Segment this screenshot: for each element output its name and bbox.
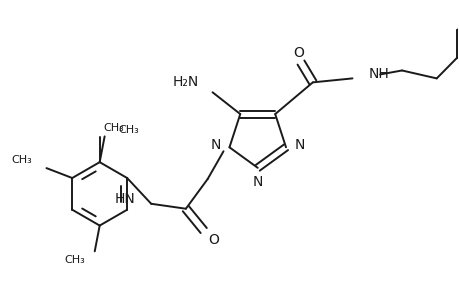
Text: HN: HN <box>114 192 135 206</box>
Text: NH: NH <box>368 68 388 81</box>
Text: H₂N: H₂N <box>172 75 198 89</box>
Text: N: N <box>294 138 304 152</box>
Text: N: N <box>252 175 263 189</box>
Text: CH₃: CH₃ <box>118 125 139 136</box>
Text: O: O <box>208 233 218 248</box>
Text: O: O <box>293 46 304 60</box>
Text: CH₃: CH₃ <box>103 124 124 134</box>
Text: CH₃: CH₃ <box>64 255 84 265</box>
Text: N: N <box>210 138 220 152</box>
Text: CH₃: CH₃ <box>12 155 33 165</box>
